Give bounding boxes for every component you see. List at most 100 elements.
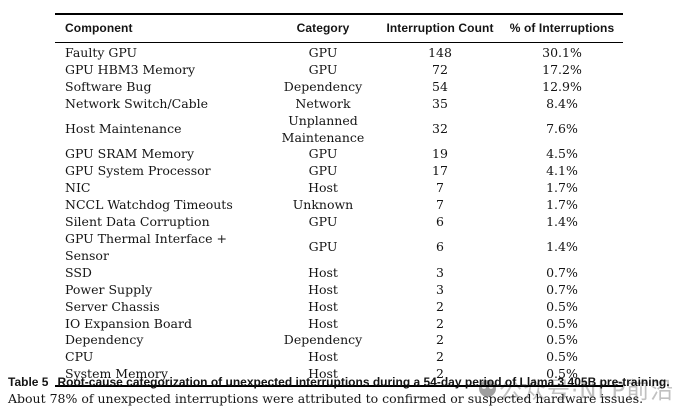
category-cell: Unplanned Maintenance (281, 112, 365, 145)
percentage-cell: 1.7% (546, 180, 578, 196)
watermark-text: 公众号·NLP前沿 (499, 378, 675, 404)
count-cell: 2 (436, 366, 444, 382)
caption-label: Table 5 (8, 375, 49, 389)
count-cell: 19 (432, 146, 448, 162)
table-row: NCCL Watchdog Timeouts Unknown 7 1.7% (55, 197, 623, 214)
component-cell: GPU Thermal Interface + Sensor (65, 230, 228, 263)
percentage-cell: 0.5% (546, 298, 578, 314)
category-cell: Dependency (283, 332, 363, 348)
interruptions-table: Component Category Interruption Count % … (55, 13, 623, 388)
component-cell: Server Chassis (65, 298, 160, 314)
count-cell: 72 (432, 61, 448, 77)
table-row: Faulty GPU GPU 148 30.1% (55, 43, 623, 62)
percentage-cell: 1.7% (546, 197, 578, 213)
category-cell: Host (308, 298, 338, 314)
component-cell: Software Bug (65, 78, 152, 94)
percentage-cell: 1.4% (546, 214, 578, 230)
count-cell: 2 (436, 332, 444, 348)
category-cell: Network (295, 95, 351, 111)
component-cell: Power Supply (65, 281, 153, 297)
header-row: Component Category Interruption Count % … (55, 14, 623, 43)
count-cell: 6 (436, 214, 444, 230)
header-component: Component (55, 14, 267, 43)
component-cell: NCCL Watchdog Timeouts (65, 197, 233, 213)
count-cell: 35 (432, 95, 448, 111)
table-row: GPU HBM3 Memory GPU 72 17.2% (55, 62, 623, 79)
component-cell: SSD (65, 264, 92, 280)
table-row: Network Switch/Cable Network 35 8.4% (55, 96, 623, 113)
category-cell: Host (308, 281, 338, 297)
percentage-cell: 0.5% (546, 366, 578, 382)
table-row: Software Bug Dependency 54 12.9% (55, 79, 623, 96)
component-cell: NIC (65, 180, 91, 196)
category-cell: GPU (308, 45, 338, 60)
count-cell: 3 (436, 281, 444, 297)
component-cell: Network Switch/Cable (65, 95, 209, 111)
count-cell: 32 (432, 121, 448, 137)
table-row: Dependency Dependency 2 0.5% (55, 332, 623, 349)
root-cause-table: Component Category Interruption Count % … (55, 13, 623, 388)
count-cell: 7 (436, 180, 444, 196)
percentage-cell: 17.2% (542, 61, 582, 77)
category-cell: GPU (308, 163, 338, 179)
component-cell: GPU SRAM Memory (65, 146, 195, 162)
component-cell: IO Expansion Board (65, 315, 192, 331)
percentage-cell: 0.5% (546, 349, 578, 365)
percentage-cell: 0.7% (546, 281, 578, 297)
table-row: Host Maintenance Unplanned Maintenance 3… (55, 113, 623, 147)
component-cell: GPU HBM3 Memory (65, 61, 196, 77)
table-row: Silent Data Corruption GPU 6 1.4% (55, 214, 623, 231)
table-row: GPU SRAM Memory GPU 19 4.5% (55, 146, 623, 163)
category-cell: GPU (308, 214, 338, 230)
caption-title: Root-cause categorization of unexpected … (57, 375, 670, 389)
category-cell: Host (308, 366, 338, 382)
category-cell: Host (308, 264, 338, 280)
header-count: Interruption Count (379, 14, 501, 43)
component-cell: CPU (65, 349, 94, 365)
component-cell: Host Maintenance (65, 121, 182, 137)
percentage-cell: 30.1% (542, 45, 582, 60)
watermark: 公众号·NLP前沿 (479, 371, 674, 405)
percentage-cell: 1.4% (546, 239, 578, 255)
category-cell: GPU (308, 146, 338, 162)
count-cell: 54 (432, 78, 448, 94)
table-row: Power Supply Host 3 0.7% (55, 282, 623, 299)
count-cell: 2 (436, 298, 444, 314)
component-cell: Dependency (65, 332, 144, 348)
category-cell: Host (308, 349, 338, 365)
component-cell: Faulty GPU (65, 45, 138, 60)
count-cell: 17 (432, 163, 448, 179)
header-percentage: % of Interruptions (501, 14, 623, 43)
table-row: GPU Thermal Interface + Sensor GPU 6 1.4… (55, 231, 623, 265)
percentage-cell: 0.7% (546, 264, 578, 280)
count-cell: 7 (436, 197, 444, 213)
table-row: GPU System Processor GPU 17 4.1% (55, 163, 623, 180)
table-caption: Table 5 Root-cause categorization of unex… (8, 374, 674, 406)
percentage-cell: 7.6% (546, 121, 578, 137)
table-row: CPU Host 2 0.5% (55, 349, 623, 366)
percentage-cell: 4.1% (546, 163, 578, 179)
percentage-cell: 0.5% (546, 332, 578, 348)
category-cell: Host (308, 315, 338, 331)
category-cell: Unknown (292, 197, 354, 213)
count-cell: 148 (428, 45, 452, 60)
count-cell: 3 (436, 264, 444, 280)
table-row: NIC Host 7 1.7% (55, 180, 623, 197)
count-cell: 2 (436, 315, 444, 331)
percentage-cell: 12.9% (542, 78, 582, 94)
table-row: IO Expansion Board Host 2 0.5% (55, 316, 623, 333)
category-cell: GPU (308, 239, 338, 255)
caption-description: About 78% of unexpected interruptions we… (8, 390, 644, 406)
percentage-cell: 0.5% (546, 315, 578, 331)
table-header: Component Category Interruption Count % … (55, 14, 623, 43)
table-row: Server Chassis Host 2 0.5% (55, 299, 623, 316)
category-cell: Host (308, 180, 338, 196)
count-cell: 2 (436, 349, 444, 365)
percentage-cell: 8.4% (546, 95, 578, 111)
header-category: Category (267, 14, 379, 43)
percentage-cell: 4.5% (546, 146, 578, 162)
table-body: Faulty GPU GPU 148 30.1% GPU HBM3 Memory… (55, 43, 623, 387)
table-row: System Memory Host 2 0.5% (55, 366, 623, 386)
component-cell: Silent Data Corruption (65, 214, 210, 230)
table-row: SSD Host 3 0.7% (55, 265, 623, 282)
